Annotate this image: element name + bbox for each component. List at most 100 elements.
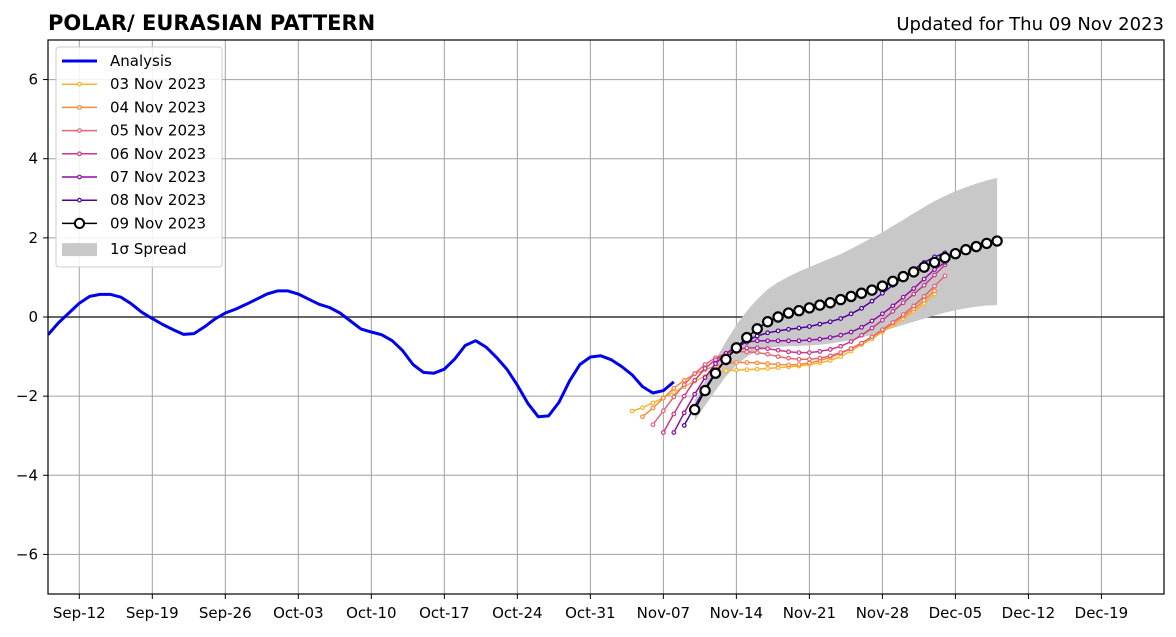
series-point bbox=[991, 235, 1003, 247]
series-point bbox=[838, 350, 844, 356]
x-tick-label: Oct-03 bbox=[273, 604, 323, 622]
series-line bbox=[662, 264, 946, 433]
series-point bbox=[814, 299, 826, 311]
series-point bbox=[806, 350, 812, 356]
series-point bbox=[848, 329, 854, 335]
series-point bbox=[744, 360, 750, 365]
x-tick-label: Oct-17 bbox=[419, 604, 469, 622]
series-point bbox=[845, 290, 857, 303]
series-point bbox=[970, 240, 982, 253]
series-point bbox=[782, 307, 795, 319]
x-tick-label: Oct-31 bbox=[565, 604, 615, 622]
legend-label: 08 Nov 2023 bbox=[110, 191, 206, 209]
series-point bbox=[848, 339, 854, 344]
series-point bbox=[723, 368, 729, 374]
series-point bbox=[681, 423, 687, 428]
series-point bbox=[869, 318, 875, 324]
legend-marker bbox=[73, 217, 86, 229]
series-point bbox=[775, 354, 781, 359]
series-point bbox=[817, 336, 823, 342]
series-point bbox=[855, 287, 868, 299]
series-point bbox=[786, 362, 791, 368]
series-point bbox=[796, 338, 802, 344]
series-point bbox=[765, 346, 771, 352]
y-tick-label: −4 bbox=[16, 466, 38, 484]
legend-item: Analysis bbox=[62, 52, 172, 70]
legend-label: 06 Nov 2023 bbox=[110, 145, 206, 163]
series-point bbox=[786, 349, 791, 355]
series-point bbox=[859, 305, 864, 311]
series-point bbox=[932, 283, 937, 289]
series-point bbox=[824, 297, 836, 309]
series-point bbox=[911, 291, 917, 297]
legend-item: 03 Nov 2023 bbox=[62, 75, 206, 93]
series-point bbox=[897, 270, 909, 283]
series-point bbox=[772, 311, 784, 323]
series-point bbox=[765, 338, 771, 344]
series-point bbox=[733, 360, 739, 365]
series-point bbox=[681, 393, 687, 399]
series-point bbox=[775, 338, 781, 344]
y-tick-label: 4 bbox=[28, 150, 38, 168]
series-point bbox=[786, 355, 791, 361]
y-tick-label: −6 bbox=[16, 545, 38, 563]
series-point bbox=[713, 357, 718, 363]
legend-marker bbox=[77, 104, 82, 110]
series-point bbox=[754, 360, 760, 366]
series-point bbox=[796, 325, 802, 331]
legend-item: 09 Nov 2023 bbox=[62, 214, 206, 232]
x-tick-label: Dec-05 bbox=[929, 604, 983, 622]
series-layer bbox=[48, 235, 1003, 435]
legend-label: Analysis bbox=[110, 52, 172, 70]
legend-label: 05 Nov 2023 bbox=[110, 122, 206, 140]
legend-marker bbox=[77, 197, 82, 203]
series-point bbox=[921, 282, 927, 288]
series-point bbox=[932, 272, 937, 278]
series-point bbox=[681, 410, 687, 416]
series-point bbox=[709, 367, 722, 379]
series-point bbox=[754, 350, 760, 356]
x-tick-label: Nov-07 bbox=[637, 604, 690, 622]
series-point bbox=[713, 361, 718, 367]
series-point bbox=[932, 288, 937, 294]
series-point bbox=[796, 362, 802, 367]
series-point bbox=[786, 326, 791, 332]
legend-label: 07 Nov 2023 bbox=[110, 168, 206, 186]
series-point bbox=[751, 323, 763, 335]
series-point bbox=[744, 367, 750, 373]
series-point bbox=[671, 411, 677, 417]
x-tick-label: Sep-19 bbox=[126, 604, 179, 622]
series-point bbox=[817, 355, 823, 361]
series-point bbox=[765, 366, 771, 371]
series-point bbox=[699, 384, 711, 397]
series-point bbox=[733, 367, 739, 373]
series-point bbox=[754, 366, 760, 372]
series-latest-forecast bbox=[688, 235, 1003, 416]
series-point bbox=[859, 324, 864, 330]
series-point bbox=[793, 304, 805, 317]
legend-marker bbox=[77, 128, 82, 134]
series-point bbox=[681, 382, 687, 388]
series-point bbox=[702, 362, 708, 367]
series-point bbox=[887, 275, 899, 288]
series-point bbox=[744, 345, 750, 351]
x-tick-label: Nov-21 bbox=[783, 604, 836, 622]
series-point bbox=[775, 328, 781, 334]
series-point bbox=[720, 353, 732, 366]
legend-swatch bbox=[62, 243, 97, 257]
series-point bbox=[879, 290, 885, 296]
series-point bbox=[866, 284, 878, 296]
series-point bbox=[660, 408, 666, 414]
y-axis-ticks: −6 −4 −2 0 2 4 6 bbox=[16, 71, 48, 563]
x-tick-label: Sep-26 bbox=[199, 604, 252, 622]
series-point bbox=[796, 350, 802, 356]
legend-marker bbox=[77, 151, 82, 157]
series-point bbox=[650, 422, 656, 428]
series-point bbox=[775, 347, 781, 353]
series-point bbox=[692, 377, 698, 383]
series-point bbox=[754, 338, 760, 344]
series-point bbox=[879, 327, 885, 333]
legend: Analysis 03 Nov 2023 04 Nov 2023 05 Nov 202… bbox=[55, 46, 223, 268]
series-point bbox=[921, 294, 927, 299]
